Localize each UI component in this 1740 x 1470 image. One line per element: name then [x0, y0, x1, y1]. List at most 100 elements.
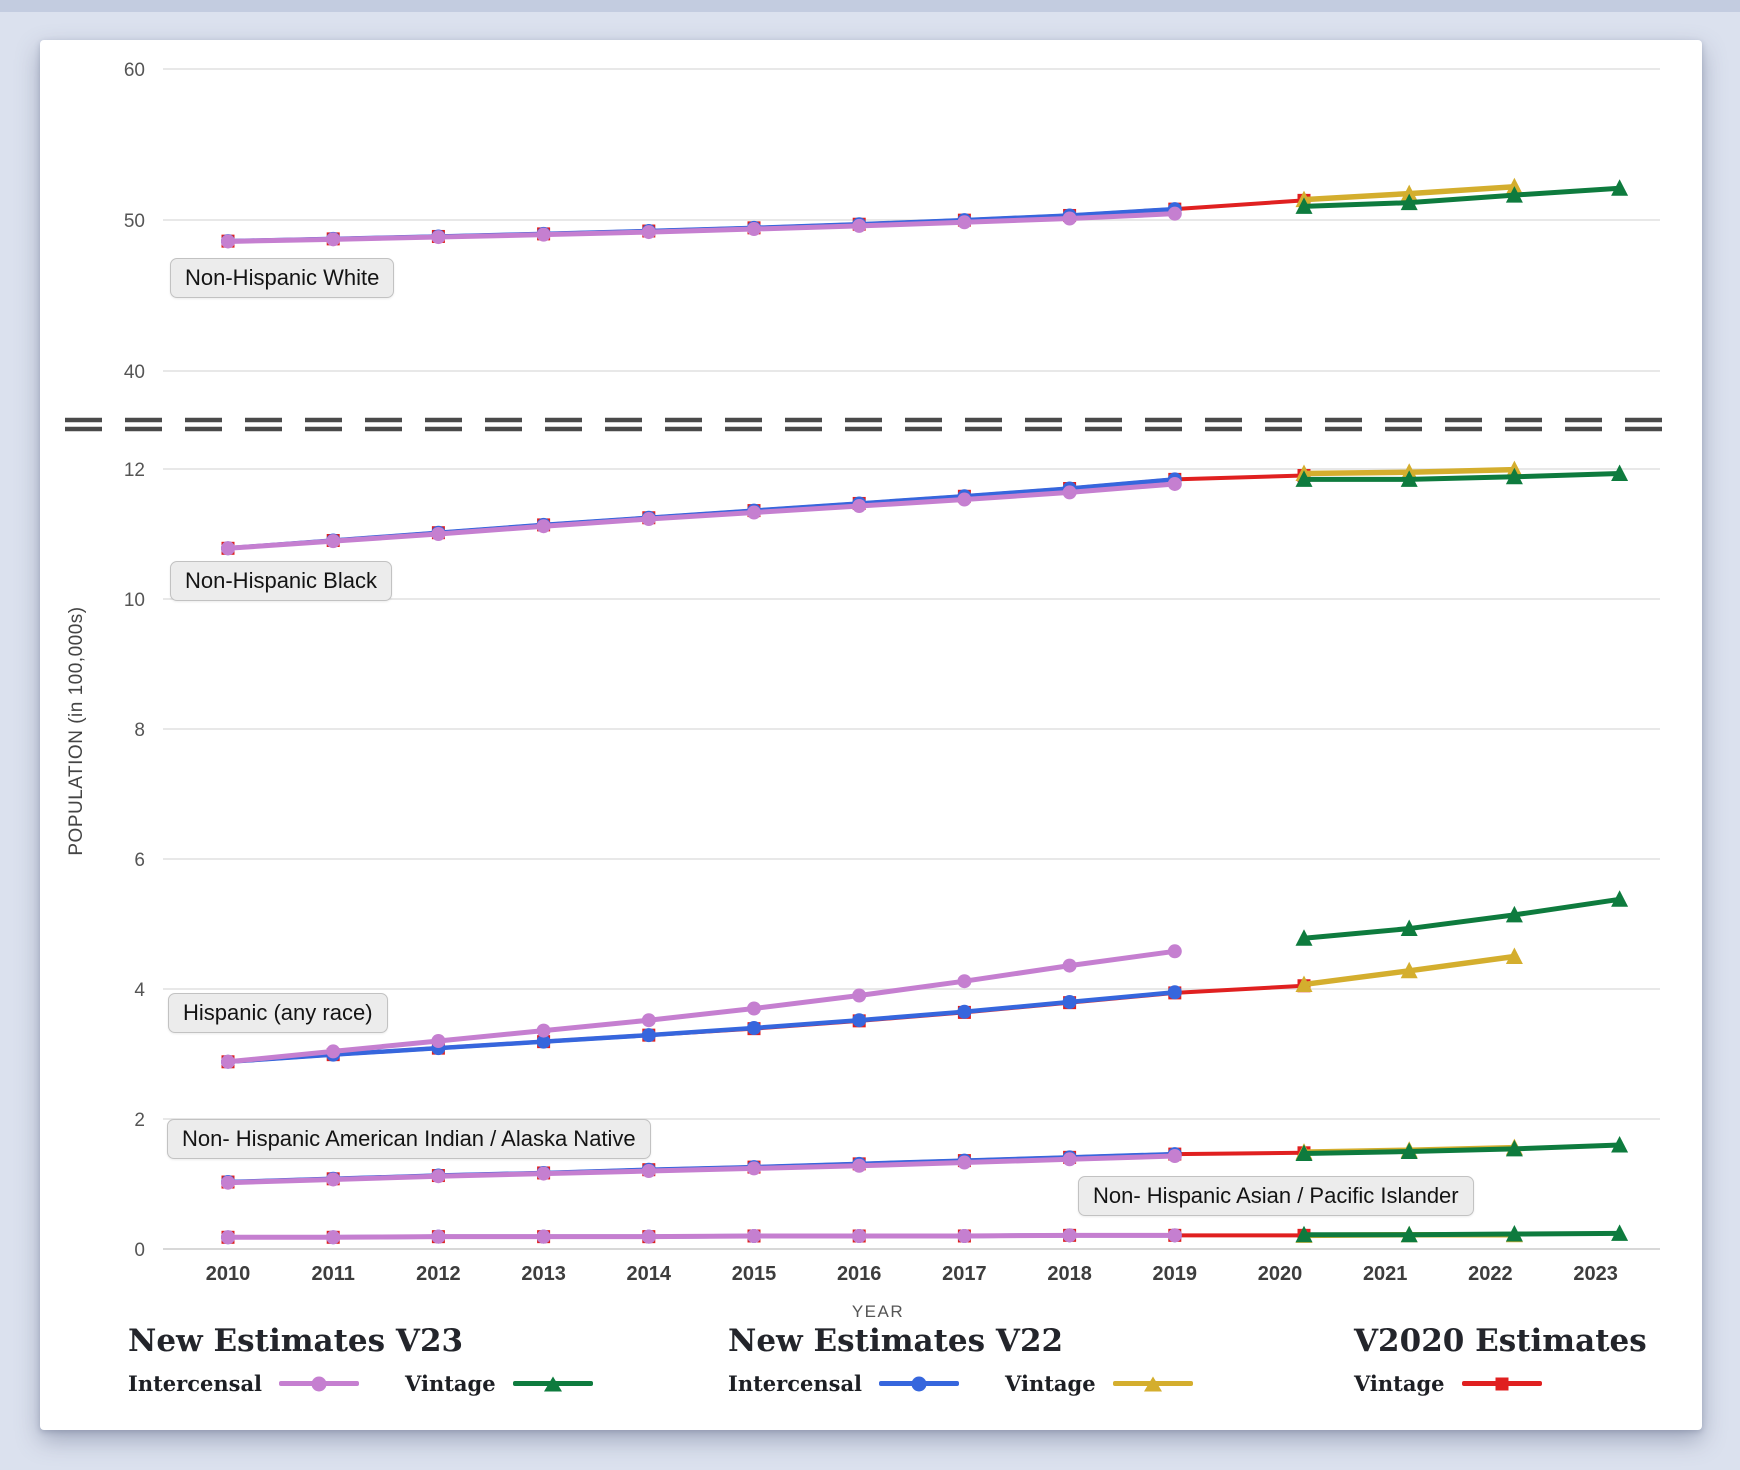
series-line-v23_intercensal	[225, 948, 1178, 1065]
square-line-sample-icon	[1461, 1373, 1542, 1395]
x-tick-label: 2018	[1047, 1263, 1092, 1285]
x-tick-label: 2020	[1258, 1263, 1303, 1285]
legend-item-intercensal: Intercensal	[728, 1371, 960, 1397]
marker-triangle	[1400, 193, 1418, 211]
marker-triangle	[1611, 1136, 1629, 1153]
marker-circle	[957, 974, 972, 989]
marker-circle	[431, 1034, 446, 1048]
legend-group-title: New Estimates V23	[128, 1323, 464, 1359]
y-tick-label: 4	[134, 980, 145, 1001]
series-label-box: Hispanic (any race)	[168, 993, 388, 1033]
marker-circle	[1062, 958, 1077, 973]
marker-circle	[1062, 485, 1077, 500]
marker-circle	[431, 1229, 446, 1244]
marker-circle	[641, 1028, 656, 1043]
marker-circle	[852, 1229, 867, 1243]
marker-circle	[1167, 944, 1182, 959]
marker-triangle	[1611, 464, 1629, 482]
marker-circle	[747, 505, 761, 520]
marker-circle	[852, 988, 867, 1003]
marker-triangle	[1400, 470, 1418, 487]
window-top-strip	[0, 0, 1740, 12]
x-tick-label: 2019	[1153, 1263, 1198, 1285]
legend-item-label: Vintage	[1005, 1371, 1096, 1397]
marker-circle	[326, 1172, 341, 1187]
marker-circle	[852, 1158, 867, 1173]
marker-circle	[431, 1169, 446, 1184]
series-line-v23_intercensal	[225, 1232, 1178, 1240]
series-label-box: Non- Hispanic Asian / Pacific Islander	[1078, 1176, 1474, 1216]
marker-circle	[1062, 1228, 1077, 1243]
marker-circle	[1167, 206, 1182, 221]
marker-triangle	[1505, 1139, 1523, 1157]
marker-circle	[641, 1164, 656, 1178]
marker-circle	[221, 1230, 235, 1245]
y-tick-label: 10	[124, 590, 145, 611]
marker-circle	[747, 1021, 761, 1035]
x-tick-label: 2014	[627, 1263, 672, 1285]
series-label-box: Non-Hispanic White	[170, 258, 395, 298]
marker-circle	[747, 222, 761, 237]
series-label-box: Non-Hispanic Black	[170, 561, 392, 601]
circle-line-sample-icon	[879, 1373, 960, 1395]
marker-triangle	[1295, 470, 1313, 487]
legend-group: V2020 Estimates Vintage	[1354, 1324, 1647, 1396]
series-line-v22_intercensal	[225, 990, 1178, 1065]
x-tick-label: 2021	[1363, 1263, 1408, 1285]
x-tick-label: 2017	[942, 1263, 987, 1285]
marker-triangle	[1505, 1225, 1523, 1242]
marker-circle	[431, 230, 446, 245]
x-tick-label: 2022	[1468, 1263, 1513, 1285]
legend-item-label: Vintage	[405, 1371, 496, 1397]
legend-item-intercensal: Intercensal	[128, 1371, 360, 1397]
series-line-v23_vintage	[1301, 185, 1623, 209]
marker-circle	[1167, 985, 1182, 1000]
marker-circle	[957, 492, 972, 507]
marker-triangle	[1295, 975, 1313, 992]
marker-circle	[326, 1044, 341, 1059]
marker-triangle	[1505, 186, 1523, 203]
x-tick-label: 2012	[416, 1263, 461, 1285]
legend-item-label: Intercensal	[728, 1371, 863, 1397]
marker-triangle	[1505, 467, 1523, 485]
series-line-v23_vintage	[1301, 896, 1623, 941]
marker-circle	[1062, 211, 1077, 226]
marker-circle	[852, 1013, 867, 1028]
y-tick-label: 50	[124, 211, 145, 232]
marker-circle	[641, 225, 656, 240]
marker-triangle	[1400, 184, 1418, 202]
marker-circle	[536, 1023, 551, 1038]
legend-group-title: V2020 Estimates	[1354, 1323, 1647, 1359]
marker-triangle	[1611, 890, 1629, 907]
marker-circle	[852, 218, 867, 233]
marker-triangle	[1505, 947, 1523, 964]
marker-triangle	[1611, 1224, 1629, 1241]
legend-item-vintage: Vintage	[1005, 1371, 1193, 1396]
y-tick-label: 60	[124, 60, 145, 81]
legend: New Estimates V23 Intercensal Vintage New E…	[40, 1324, 1702, 1424]
marker-triangle	[1505, 905, 1523, 923]
x-axis-title: YEAR	[851, 1302, 905, 1321]
marker-triangle	[1400, 1142, 1418, 1159]
marker-triangle	[1611, 179, 1629, 196]
marker-circle	[957, 215, 972, 230]
y-tick-label: 40	[124, 362, 145, 383]
marker-circle	[326, 534, 341, 549]
marker-circle	[641, 1229, 656, 1244]
marker-circle	[957, 1004, 972, 1019]
marker-circle	[1062, 995, 1077, 1009]
marker-circle	[747, 1161, 761, 1176]
marker-circle	[536, 1034, 551, 1049]
marker-circle	[641, 512, 656, 527]
series-line-v23_intercensal	[225, 211, 1178, 244]
legend-item-label: Intercensal	[128, 1371, 263, 1397]
marker-triangle	[1295, 197, 1313, 214]
marker-circle	[221, 1175, 235, 1190]
marker-triangle	[1295, 1144, 1313, 1161]
legend-group-title: New Estimates V22	[728, 1323, 1064, 1359]
y-tick-label: 8	[134, 720, 145, 741]
x-tick-label: 2013	[521, 1263, 566, 1285]
x-tick-label: 2023	[1573, 1263, 1618, 1285]
marker-circle	[1167, 1149, 1182, 1164]
